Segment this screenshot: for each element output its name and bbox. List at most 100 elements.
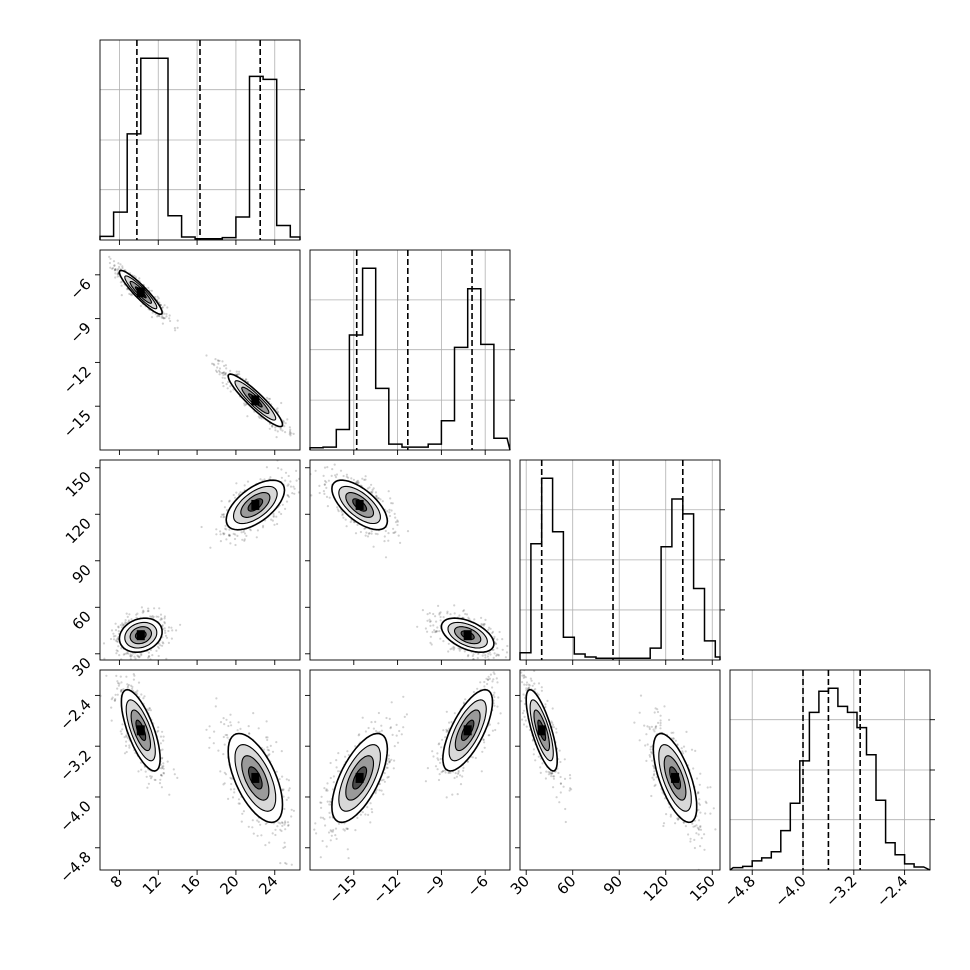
sample-point [160,617,163,620]
sample-point [439,637,442,640]
sample-point [495,654,498,657]
sample-point [506,665,508,667]
sample-point [283,841,286,844]
sample-point [150,289,153,292]
sample-point [151,614,154,618]
sample-point [274,429,277,432]
sample-point [153,778,156,781]
sample-point [394,530,397,534]
sample-point [266,738,269,742]
sample-point [330,474,333,477]
sample-point [114,693,117,696]
sample-point [480,616,483,620]
sample-point [371,488,374,491]
sample-point [219,721,223,724]
sample-point [267,397,270,400]
sample-point [243,539,246,542]
sample-point [505,651,509,654]
sample-point [226,387,229,390]
sample-point [298,477,300,480]
sample-point [322,474,325,477]
sample-point [323,483,326,486]
sample-point [151,311,154,314]
sample-point [160,774,164,777]
sample-point [222,533,225,536]
sample-point [428,612,431,615]
sample-point [219,540,222,543]
sample-point [288,433,291,436]
sample-point [238,492,241,496]
sample-point [233,537,237,541]
sample-point [114,639,117,642]
sample-point [484,618,487,622]
sample-point [282,420,285,423]
sample-point [158,782,162,785]
sample-point [126,651,129,655]
sample-point [246,415,249,418]
sample-point [162,642,165,645]
sample-point [228,533,231,536]
sample-point [124,622,127,625]
sample-point [121,266,124,270]
sample-point [116,275,119,278]
sample-point [163,621,166,624]
sample-point [276,410,279,413]
sample-point [265,396,269,399]
sample-point [297,491,300,494]
sample-point [223,723,226,726]
sample-point [462,609,466,612]
sample-point [242,810,245,813]
sample-point [501,648,504,651]
sample-point [155,615,158,618]
sample-point [264,844,267,847]
histogram-panel-2 [519,459,725,665]
sample-point [153,607,156,610]
sample-point [165,657,168,660]
sample-point [221,376,224,379]
sample-point [271,832,274,835]
y-tick-label: −15 [60,406,95,441]
sample-point [135,691,138,694]
sample-point [472,658,475,660]
sample-point [287,483,290,486]
sample-point [396,520,399,523]
sample-point [484,656,487,659]
axes-frame [99,669,301,871]
sample-point [487,652,490,655]
sample-point [318,484,321,487]
sample-point [162,767,165,770]
sample-point [219,533,222,536]
sample-point [161,765,164,768]
sample-point [103,657,106,660]
sample-point [240,531,243,534]
sample-point [472,658,475,660]
sample-point [361,477,364,480]
sample-point [117,273,120,276]
sample-point [229,390,232,393]
sample-point [227,797,230,801]
sample-point [302,466,304,468]
sample-point [284,845,287,849]
sample-point [504,656,507,659]
sample-point [163,629,167,632]
sample-point [364,475,367,478]
sample-point [357,481,360,484]
sample-point [157,726,160,729]
sample-point [121,623,124,626]
sample-point [140,653,143,656]
sample-point [326,505,329,508]
sample-point [428,620,432,623]
sample-point [356,481,360,485]
sample-point [129,655,132,658]
sample-point [283,425,286,428]
sample-point [266,746,269,749]
sample-point [137,770,140,773]
sample-point [135,613,138,616]
sample-point [156,295,159,298]
sample-point [321,839,324,843]
sample-point [234,496,237,499]
sample-point [290,808,293,811]
sample-point [280,512,283,516]
sample-point [493,635,496,639]
